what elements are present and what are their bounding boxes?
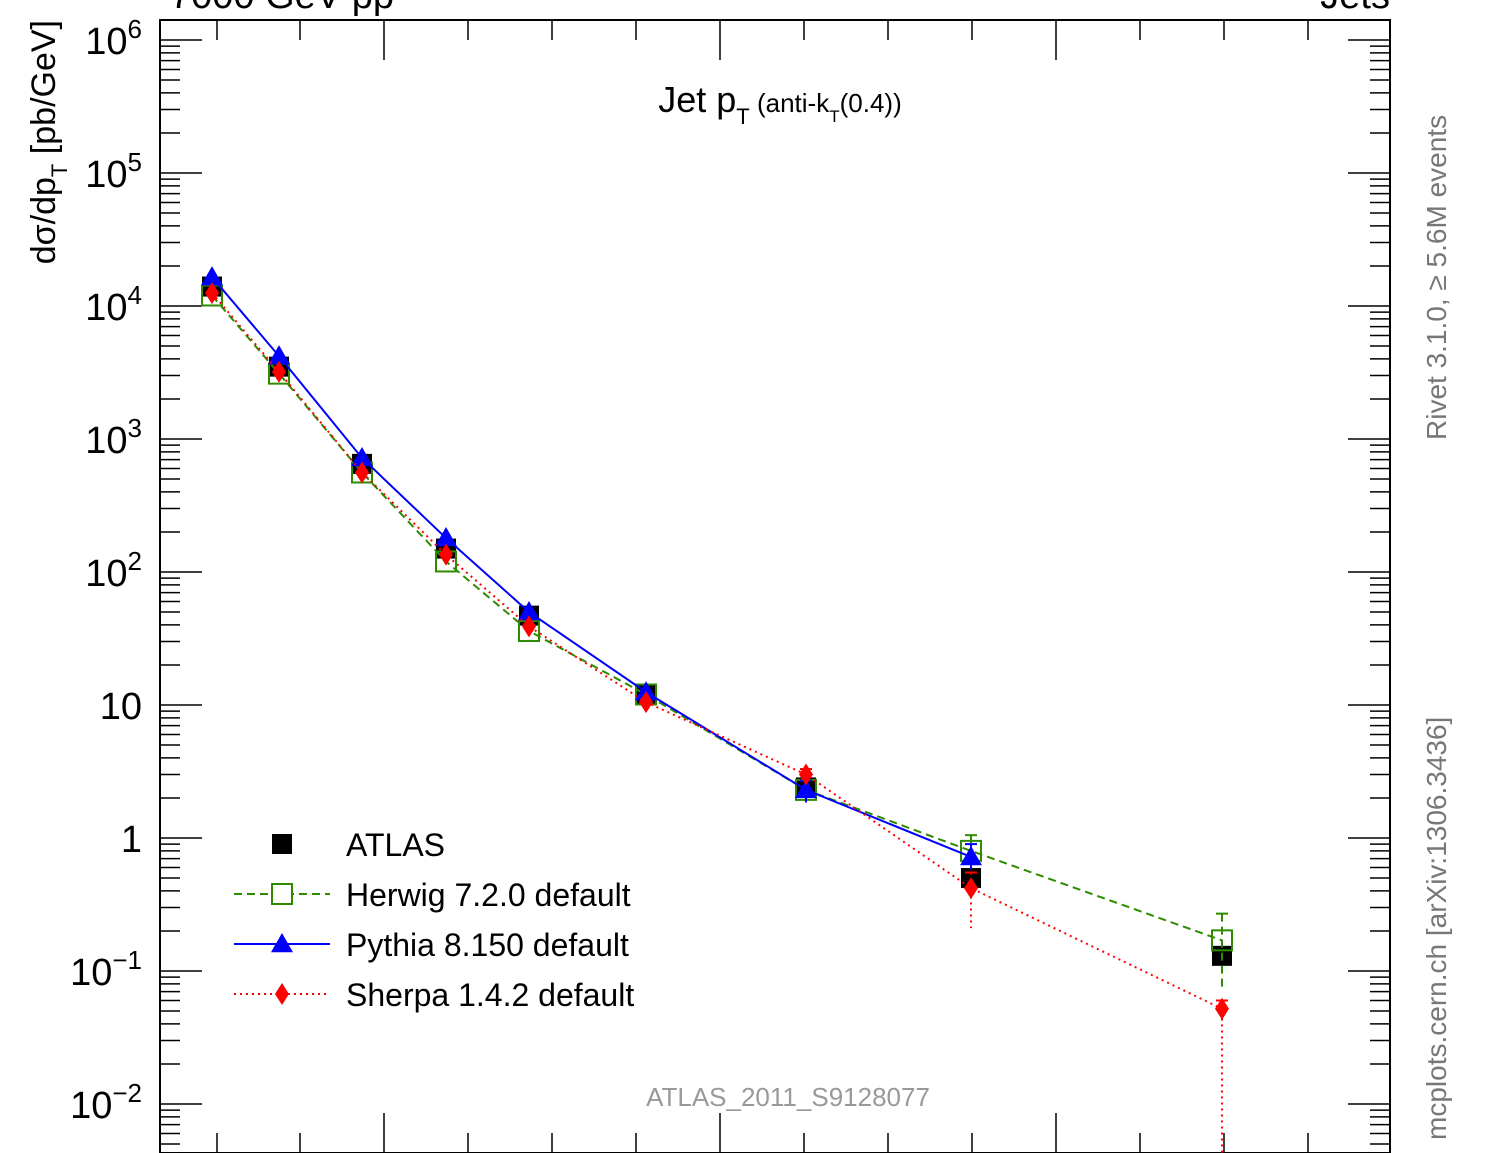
data-point [522, 615, 536, 638]
series-layer [201, 266, 1233, 1153]
y-tick-label: 106 [85, 14, 142, 63]
legend: ATLAS Herwig 7.2.0 default Pythia 8.150 de… [234, 827, 634, 1013]
legend-marker [272, 834, 292, 854]
data-point [1215, 997, 1229, 1020]
series-line [211, 276, 972, 858]
data-point [351, 446, 373, 467]
plot-frame [159, 19, 1391, 1153]
y-axis-ticks [160, 39, 1390, 1145]
series-3 [205, 282, 1229, 1153]
data-point [435, 527, 457, 547]
y-tick-label: 10 [100, 686, 142, 728]
legend-entry: ATLAS [272, 827, 445, 863]
y-tick-label: 1 [121, 819, 142, 861]
data-point [795, 778, 817, 799]
y-tick-label: 10−1 [70, 945, 142, 994]
legend-label: ATLAS [346, 827, 445, 863]
data-point [1211, 929, 1233, 952]
data-point [635, 681, 657, 701]
y-tick-label: 103 [85, 413, 142, 462]
y-tick-label: 102 [85, 546, 142, 595]
legend-label: Herwig 7.2.0 default [346, 877, 631, 913]
data-point [268, 345, 290, 365]
data-point [960, 845, 982, 866]
header-collision-label: 7000 GeV pp [170, 0, 394, 17]
data-point [439, 543, 453, 566]
y-axis-label: dσ/dpT [pb/GeV] [25, 20, 72, 264]
legend-marker [271, 883, 293, 905]
legend-marker [275, 983, 289, 1005]
mcplots-reference-label: mcplots.cern.ch [arXiv:1306.3436] [1421, 717, 1452, 1140]
data-point [205, 282, 219, 305]
chart-title: Jet pT (anti-kT(0.4)) [658, 79, 901, 129]
legend-marker [271, 933, 293, 953]
y-tick-label: 105 [85, 147, 142, 196]
legend-entry: Sherpa 1.4.2 default [234, 977, 634, 1013]
series-2 [201, 266, 982, 870]
data-point [518, 601, 540, 621]
legend-label: Sherpa 1.4.2 default [346, 977, 634, 1013]
analysis-id-label: ATLAS_2011_S9128077 [646, 1082, 930, 1112]
header-process-label: Jets [1320, 0, 1390, 17]
data-point [355, 461, 369, 484]
y-tick-label: 10−2 [70, 1078, 142, 1127]
legend-label: Pythia 8.150 default [346, 927, 629, 963]
legend-entry: Herwig 7.2.0 default [234, 877, 631, 913]
data-point [799, 763, 813, 786]
rivet-version-label: Rivet 3.1.0, ≥ 5.6M events [1421, 115, 1452, 440]
data-point [639, 691, 653, 714]
legend-entry: Pythia 8.150 default [234, 927, 629, 963]
data-point [964, 877, 978, 900]
y-tick-label: 104 [85, 280, 142, 329]
data-point [201, 266, 223, 286]
x-axis-ticks [216, 20, 1309, 1153]
data-point [272, 360, 286, 383]
